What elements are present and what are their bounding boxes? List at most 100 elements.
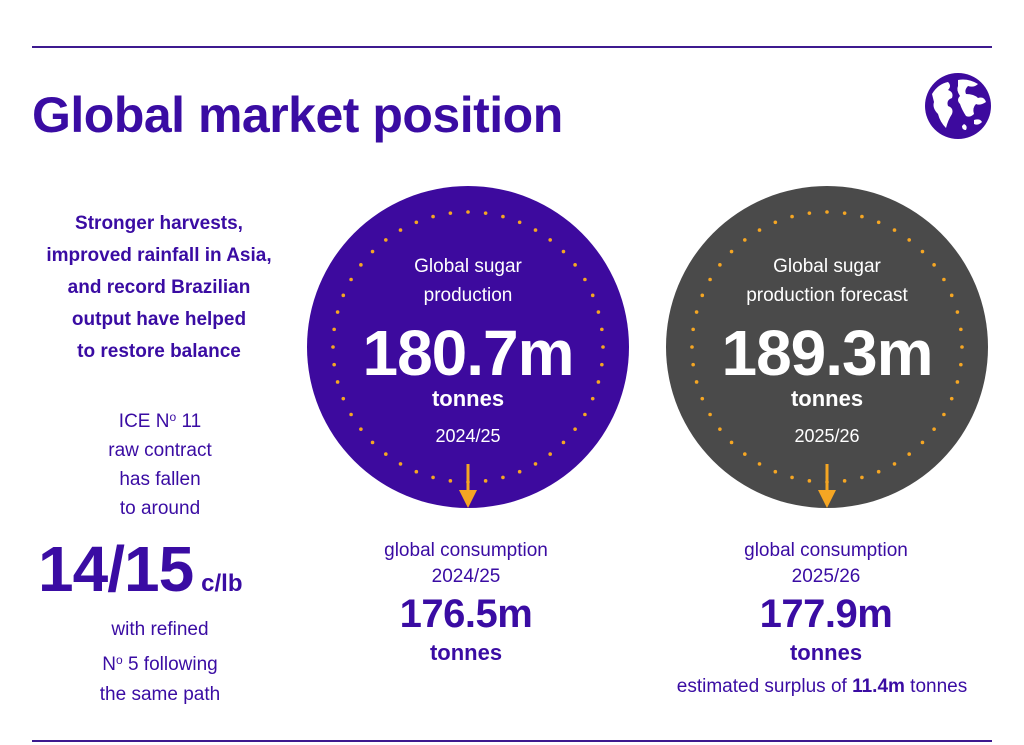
ice-line: ICE No 11: [118, 410, 202, 432]
ice-line: raw contract: [108, 440, 212, 461]
ring-dot: [955, 310, 960, 314]
ring-dot: [790, 214, 794, 219]
forecast-circle: Global sugar production forecast 189.3m …: [666, 186, 988, 508]
ring-dot: [561, 440, 566, 445]
ring-dot: [892, 462, 897, 466]
ring-dot: [601, 345, 605, 349]
ring-dot: [729, 440, 734, 445]
ring-dot: [414, 469, 419, 474]
ring-dot: [573, 427, 577, 431]
production-unit: tonnes: [431, 386, 505, 411]
ring-dot: [949, 293, 954, 298]
ring-dot: [691, 362, 695, 367]
production-label: Global sugar production: [414, 256, 522, 306]
ring-dot: [398, 228, 403, 232]
ring-dot: [842, 479, 847, 483]
forecast-unit: tonnes: [790, 386, 864, 411]
consumption-value: 176.5m: [399, 592, 533, 636]
ring-dot: [690, 345, 694, 349]
consumption-value: 177.9m: [759, 592, 893, 636]
refined-line: with refined: [111, 619, 209, 640]
consumption-2025: global consumption 2025/26 177.9m tonnes: [676, 538, 976, 668]
ring-dot: [533, 462, 538, 466]
ring-dot: [384, 238, 388, 242]
page-title: Global market position: [32, 87, 563, 143]
ring-dot: [949, 396, 954, 401]
ring-dot: [517, 220, 522, 225]
ring-dot: [370, 440, 375, 445]
ring-dot: [743, 452, 747, 456]
ring-dot: [773, 469, 778, 474]
ring-dot: [932, 427, 936, 431]
ring-dot: [825, 210, 829, 214]
ring-dot: [907, 452, 911, 456]
ring-dot: [876, 469, 881, 474]
ring-dot: [431, 475, 435, 480]
ring-dot: [341, 293, 346, 298]
ring-dot: [773, 220, 778, 225]
ring-dot: [335, 380, 340, 384]
ring-dot: [583, 277, 587, 282]
top-divider: [32, 46, 992, 48]
refined-line: the same path: [99, 684, 221, 705]
ring-dot: [501, 214, 505, 219]
ring-dot: [335, 310, 340, 314]
ring-dot: [942, 277, 946, 282]
ring-dot: [359, 263, 363, 267]
ring-dot: [349, 412, 353, 417]
consumption-year: 2024/25: [431, 566, 501, 587]
ring-dot: [718, 427, 722, 431]
ring-dot: [743, 238, 747, 242]
ring-dot: [501, 475, 505, 480]
ring-dot: [842, 211, 847, 215]
ice-line: has fallen: [119, 469, 201, 490]
ring-dot: [483, 479, 488, 483]
ring-dot: [590, 396, 595, 401]
ring-dot: [708, 277, 712, 282]
ring-dot: [960, 345, 964, 349]
ring-dot: [807, 211, 812, 215]
ring-dot: [466, 210, 470, 214]
refined-text: with refined No 5 following the same pat…: [60, 615, 260, 710]
surplus-note: estimated surplus of 11.4m tonnes: [676, 676, 968, 697]
ice-line: to around: [119, 498, 201, 519]
ring-dot: [700, 293, 705, 298]
intro-line: to restore balance: [77, 341, 241, 362]
consumption-label: global consumption: [744, 540, 908, 561]
bottom-divider: [32, 740, 992, 742]
ring-dot: [860, 475, 864, 480]
forecast-value: 189.3m: [721, 317, 933, 389]
ring-dot: [573, 263, 577, 267]
ring-dot: [718, 263, 722, 267]
ring-dot: [548, 238, 552, 242]
ring-dot: [590, 293, 595, 298]
ring-dot: [600, 327, 604, 332]
ring-dot: [892, 228, 897, 232]
ring-dot: [932, 263, 936, 267]
ring-dot: [860, 214, 864, 219]
consumption-year: 2025/26: [791, 566, 861, 587]
ring-dot: [920, 249, 925, 254]
intro-text: Stronger harvests, improved rainfall in …: [28, 208, 290, 368]
consumption-unit: tonnes: [789, 640, 863, 665]
ring-dot: [483, 211, 488, 215]
arrow-down-icon: [818, 464, 836, 508]
ring-dot: [431, 214, 435, 219]
ring-dot: [548, 452, 552, 456]
ring-dot: [583, 412, 587, 417]
consumption-2024: global consumption 2024/25 176.5m tonnes: [316, 538, 616, 668]
ring-dot: [384, 452, 388, 456]
ring-dot: [332, 327, 336, 332]
ring-dot: [694, 380, 699, 384]
ring-dot: [907, 238, 911, 242]
ring-dot: [331, 345, 335, 349]
surplus-value: 11.4m: [852, 676, 905, 697]
forecast-year: 2025/26: [794, 426, 860, 446]
refined-line: No 5 following: [102, 653, 218, 675]
ring-dot: [370, 249, 375, 254]
ring-dot: [729, 249, 734, 254]
ring-dot: [533, 228, 538, 232]
ring-dot: [920, 440, 925, 445]
ring-dot: [448, 211, 453, 215]
ring-dot: [955, 380, 960, 384]
